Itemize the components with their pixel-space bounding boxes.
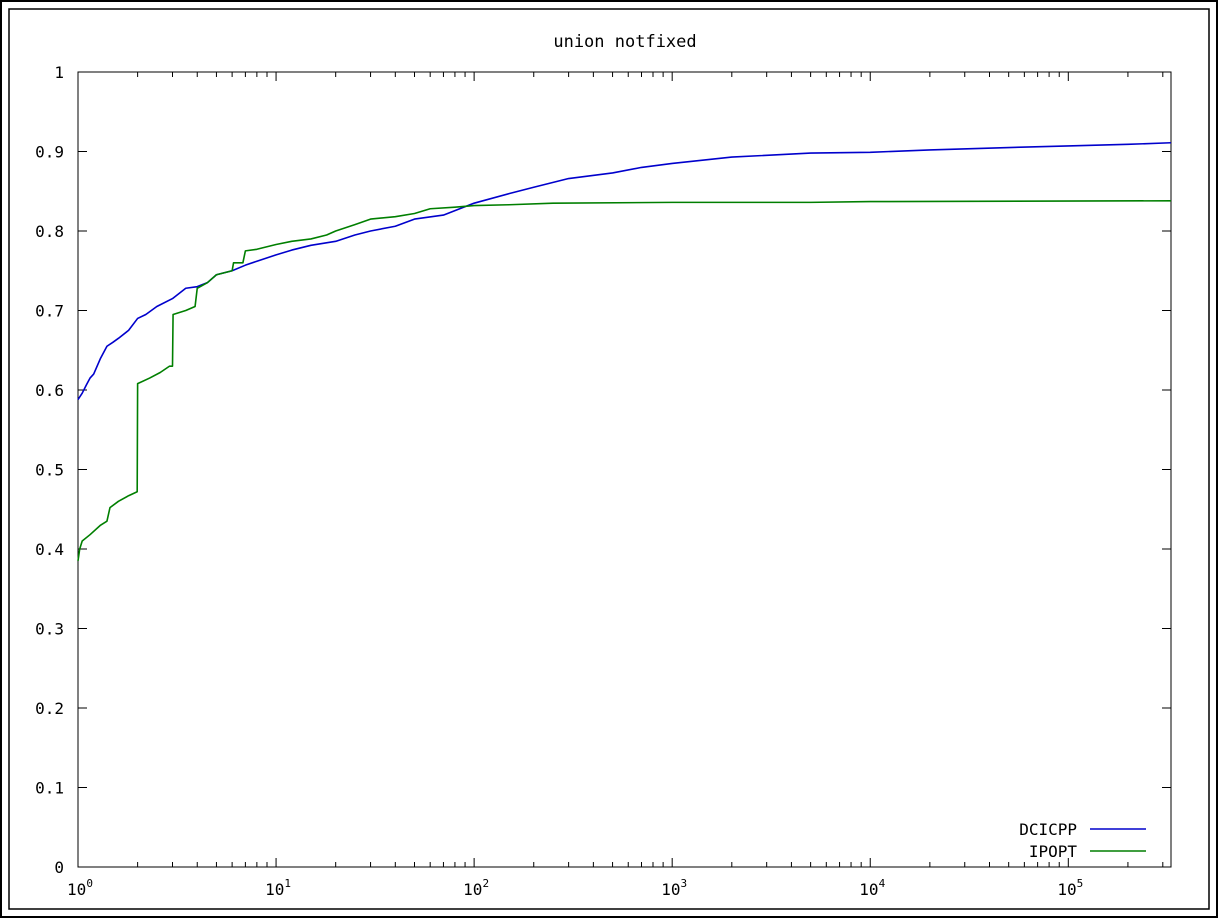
y-tick-label: 0.2 bbox=[35, 699, 64, 718]
x-axis: 100 101 102 103 104 105 bbox=[67, 72, 1164, 899]
y-tick-label: 0.1 bbox=[35, 779, 64, 798]
y-tick-label: 0.6 bbox=[35, 381, 64, 400]
x-tick-label: 100 bbox=[67, 877, 93, 899]
y-tick-label: 0.8 bbox=[35, 222, 64, 241]
legend-label: DCICPP bbox=[1019, 820, 1077, 839]
y-tick-label: 1 bbox=[54, 63, 64, 82]
x-tick-label: 102 bbox=[463, 877, 489, 899]
y-axis: 0 0.1 0.2 0.3 0.4 0.5 0.6 0.7 0.8 0.9 1 bbox=[35, 63, 1171, 877]
y-tick-label: 0.7 bbox=[35, 302, 64, 321]
legend-label: IPOPT bbox=[1029, 842, 1078, 861]
series-line-dcicpp bbox=[77, 141, 1172, 400]
x-tick-label: 101 bbox=[265, 877, 291, 899]
plot-border bbox=[77, 71, 1172, 868]
chart-title: union notfixed bbox=[553, 32, 696, 52]
series-lines bbox=[77, 141, 1172, 562]
y-tick-label: 0.4 bbox=[35, 540, 64, 559]
x-tick-label: 104 bbox=[859, 877, 885, 899]
x-tick-label: 105 bbox=[1057, 877, 1083, 899]
x-tick-label: 103 bbox=[661, 877, 687, 899]
y-tick-label: 0.3 bbox=[35, 620, 64, 639]
plot-area bbox=[77, 71, 1172, 868]
y-tick-label: 0.9 bbox=[35, 143, 64, 162]
y-tick-label: 0 bbox=[54, 858, 64, 877]
legend: DCICPP IPOPT bbox=[1019, 820, 1146, 861]
y-tick-label: 0.5 bbox=[35, 461, 64, 480]
series-line-ipopt bbox=[77, 199, 1172, 562]
